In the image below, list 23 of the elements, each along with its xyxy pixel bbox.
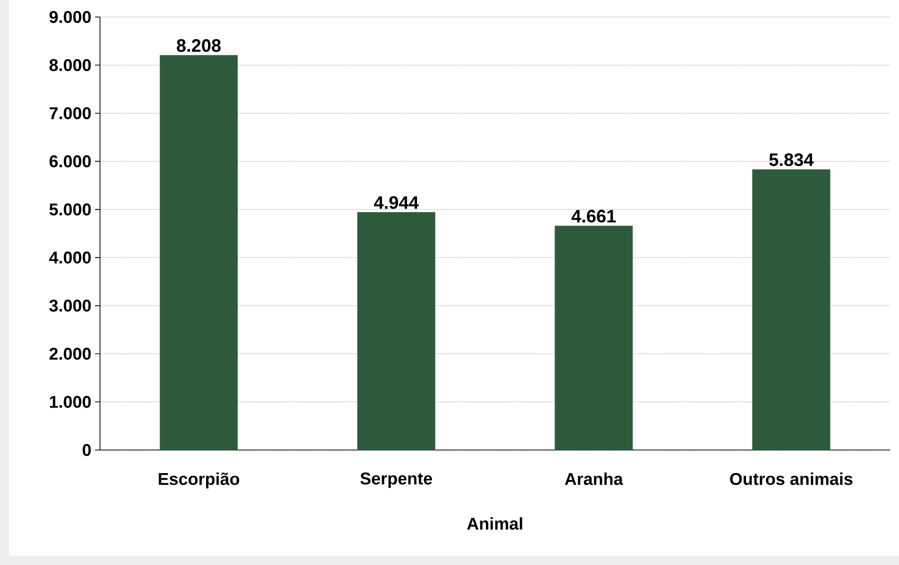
bar	[752, 169, 830, 450]
bar	[160, 55, 238, 450]
y-tick-label: 2.000	[50, 348, 91, 360]
x-tick-label: Aranha	[564, 472, 624, 486]
data-label: 8.208	[176, 39, 221, 52]
bar	[554, 226, 633, 450]
y-tick-label: 9.000	[50, 10, 91, 24]
x-tick-label: Escorpião	[158, 472, 240, 488]
y-tick-label: 1.000	[50, 396, 91, 408]
y-tick-label: 6.000	[50, 155, 91, 168]
y-tick-label: 7.000	[50, 107, 91, 120]
x-tick-label: Serpente	[360, 472, 432, 488]
y-tick-label: 4.000	[49, 252, 91, 264]
data-label: 5.834	[769, 153, 814, 166]
x-axis-title: Animal	[467, 517, 522, 530]
data-label: 4.661	[572, 210, 616, 223]
bar	[357, 212, 436, 450]
y-tick-label: 5.000	[49, 203, 91, 216]
data-label: 4.944	[374, 196, 419, 209]
x-tick-label: Outros animais	[730, 472, 852, 486]
y-tick-label: 0	[82, 444, 91, 456]
y-tick-label: 3.000	[49, 300, 91, 312]
y-tick-label: 8.000	[49, 59, 91, 72]
